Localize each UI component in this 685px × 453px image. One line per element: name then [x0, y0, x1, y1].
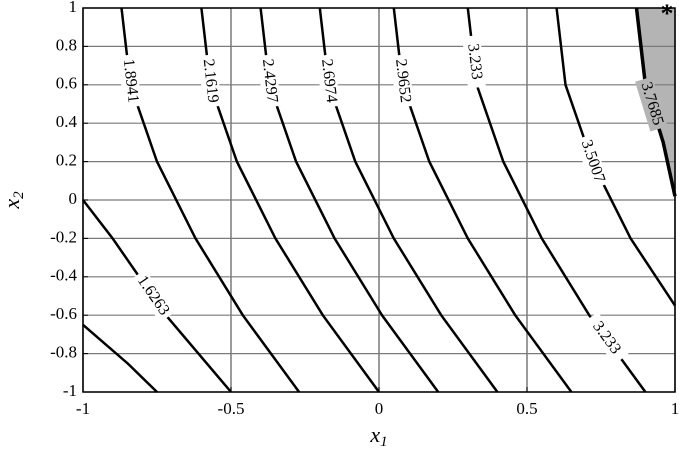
contour-label-bg: [130, 269, 175, 323]
contour-label-group: 2.6974: [316, 54, 341, 108]
x-tick-label: -1: [76, 399, 90, 418]
contour-line: [82, 323, 158, 393]
contour-label-bg: [635, 76, 668, 132]
y-tick-label: -1: [63, 381, 77, 400]
y-tick-label: -0.8: [50, 343, 77, 362]
y-label-main: x: [0, 199, 24, 210]
contour-label-group: 2.1619: [197, 54, 222, 108]
contour-label-group: 2.9652: [390, 54, 415, 108]
y-tick-label: -0.6: [50, 304, 77, 323]
optimum-marker: *: [661, 0, 674, 28]
contour-label-bg: [390, 54, 415, 108]
y-tick-label: -0.2: [50, 227, 77, 246]
contour-label-bg: [117, 54, 142, 108]
contour-label: 3.233: [464, 43, 485, 81]
x-tick-label: 0.5: [516, 399, 537, 418]
y-label-sub: 2: [11, 191, 27, 199]
contour-label: 2.4297: [259, 58, 281, 104]
contour-label-group: 3.7685: [635, 76, 668, 132]
contour-label-group: 3.233: [583, 311, 629, 365]
y-tick-label: 0: [69, 189, 78, 208]
contour-label-bg: [257, 54, 281, 108]
contour-label: 2.6974: [318, 58, 340, 104]
y-tick-label: 1: [69, 0, 78, 16]
x-label-main: x: [369, 422, 380, 447]
contour-label-group: 1.8941: [117, 54, 142, 108]
contour-label-bg: [197, 54, 222, 108]
contour-label: 2.9652: [392, 58, 414, 104]
contour-label-bg: [462, 34, 486, 89]
x-tick-label: 1: [671, 399, 680, 418]
y-tick-label: -0.4: [50, 266, 77, 285]
plot-frame: [82, 7, 676, 393]
y-tick-label: 0.6: [56, 74, 77, 93]
y-tick-label: 0.4: [56, 112, 78, 131]
contour-label-bg: [583, 311, 629, 365]
x-axis-label: x1: [369, 422, 387, 450]
contour-label: 2.1619: [200, 58, 222, 104]
contour-label: 1.8941: [120, 58, 142, 104]
contour-label-group: 3.233: [462, 34, 486, 89]
y-tick-label: 0.8: [56, 35, 77, 54]
y-tick-label: 0.2: [56, 151, 77, 170]
contour-label-group: 2.4297: [257, 54, 281, 108]
x-label-sub: 1: [380, 434, 388, 450]
contour-label-bg: [575, 134, 610, 190]
x-tick-label: 0: [375, 399, 384, 418]
y-axis-label: x2: [0, 191, 27, 210]
contour-label-bg: [316, 54, 341, 108]
x-tick-label: -0.5: [218, 399, 245, 418]
